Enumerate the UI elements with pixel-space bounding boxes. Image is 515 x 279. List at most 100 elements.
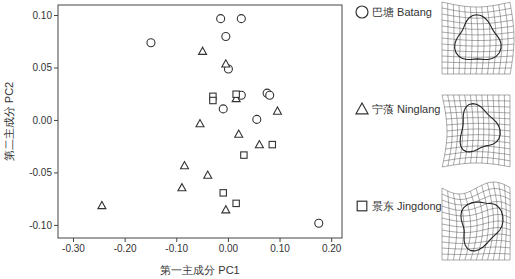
point: [255, 141, 263, 148]
grid-line: [442, 163, 510, 167]
grid-line: [442, 38, 514, 41]
grid-line: [446, 146, 510, 149]
grid-line: [442, 56, 513, 57]
point: [210, 97, 216, 103]
y-tick-label: -0.05: [29, 167, 52, 178]
grid-line: [445, 152, 510, 155]
grid-line: [442, 44, 514, 46]
y-tick-label: 0.05: [33, 62, 53, 73]
point: [233, 200, 239, 206]
grid-line: [504, 95, 505, 166]
grid-line: [442, 50, 514, 52]
grid-line: [442, 247, 510, 249]
outline-shape: [461, 202, 503, 251]
grid-line: [510, 2, 514, 74]
y-tick: [54, 225, 58, 226]
deformation-grid: [442, 2, 514, 74]
point: [222, 206, 230, 213]
grid-line: [442, 195, 510, 205]
grid-line: [442, 234, 510, 238]
point: [233, 91, 239, 97]
outline-shape: [460, 104, 500, 152]
point: [217, 15, 225, 23]
chart: -0.30 -0.20 -0.10 0.00 0.10 0.20 -0.10 -0.05 0.0…: [0, 0, 515, 279]
legend-marker: [356, 6, 368, 18]
x-axis-label: 第一主成分 PC1: [160, 264, 239, 276]
grid-line: [504, 4, 508, 75]
grid-line: [442, 254, 510, 255]
x-tick: [125, 238, 126, 242]
y-tick: [54, 67, 58, 68]
point: [181, 162, 189, 169]
grid-line: [504, 185, 506, 260]
point: [178, 184, 186, 191]
legend-label: 景东 Jingdong: [372, 200, 442, 212]
x-tick-label: 0.10: [270, 243, 290, 254]
grid-line: [487, 95, 489, 164]
grid-line: [482, 95, 484, 163]
point: [269, 141, 275, 147]
grid-line: [442, 241, 510, 244]
legend-marker: [356, 103, 368, 114]
grid-line: [493, 182, 498, 260]
x-tick-label: 0.00: [219, 243, 239, 254]
point: [199, 47, 207, 54]
grid-line: [442, 2, 510, 7]
y-axis-label: 第二主成分 PC2: [3, 82, 15, 161]
points: [98, 15, 323, 228]
grid-line: [442, 221, 510, 227]
point: [315, 219, 323, 227]
grid-line: [442, 215, 510, 222]
y-tick-label: -0.10: [29, 220, 52, 231]
point: [222, 32, 230, 40]
grid-line: [442, 68, 511, 69]
point: [237, 15, 245, 23]
x-tick-label: -0.10: [165, 243, 188, 254]
grid-line: [442, 95, 447, 167]
y-tick-label: 0.10: [33, 10, 53, 21]
grid-line: [446, 140, 510, 143]
x-tick: [73, 238, 74, 242]
grid-line: [493, 6, 496, 74]
deformation-grid: [442, 95, 510, 167]
y-tick: [54, 15, 58, 16]
y-tick: [54, 172, 58, 173]
point: [204, 171, 212, 178]
point: [219, 105, 227, 113]
point: [222, 60, 230, 67]
y-tick-label: 0.00: [33, 115, 53, 126]
grid-line: [493, 95, 494, 164]
point: [273, 107, 281, 114]
x-tick: [331, 238, 332, 242]
point: [241, 152, 247, 158]
point: [196, 120, 204, 127]
legend-label: 宁蒗 Ninglang: [372, 103, 440, 115]
point: [147, 39, 155, 47]
point: [98, 201, 106, 208]
grid-line: [510, 188, 511, 261]
grid-line: [444, 157, 511, 161]
x-tick: [280, 238, 281, 242]
y-tick: [54, 120, 58, 121]
x-tick-label: -0.30: [62, 243, 85, 254]
grid-line: [442, 62, 512, 64]
point: [266, 91, 274, 99]
point: [253, 115, 261, 123]
point: [220, 190, 226, 196]
outline-shape: [455, 15, 501, 60]
x-tick: [176, 238, 177, 242]
grid-line: [442, 74, 510, 75]
plot-frame: [58, 5, 342, 238]
legend-marker: [357, 201, 367, 211]
x-tick-label: 0.20: [322, 243, 342, 254]
x-tick: [228, 238, 229, 242]
grid-line: [487, 6, 490, 74]
point: [235, 130, 243, 137]
deformation-grid: [442, 182, 510, 260]
grid-line: [487, 183, 493, 260]
x-tick-label: -0.20: [114, 243, 137, 254]
grid-line: [499, 183, 503, 260]
grid-line: [442, 260, 510, 261]
grid-line: [510, 95, 511, 167]
legend-label: 巴塘 Batang: [372, 6, 432, 18]
